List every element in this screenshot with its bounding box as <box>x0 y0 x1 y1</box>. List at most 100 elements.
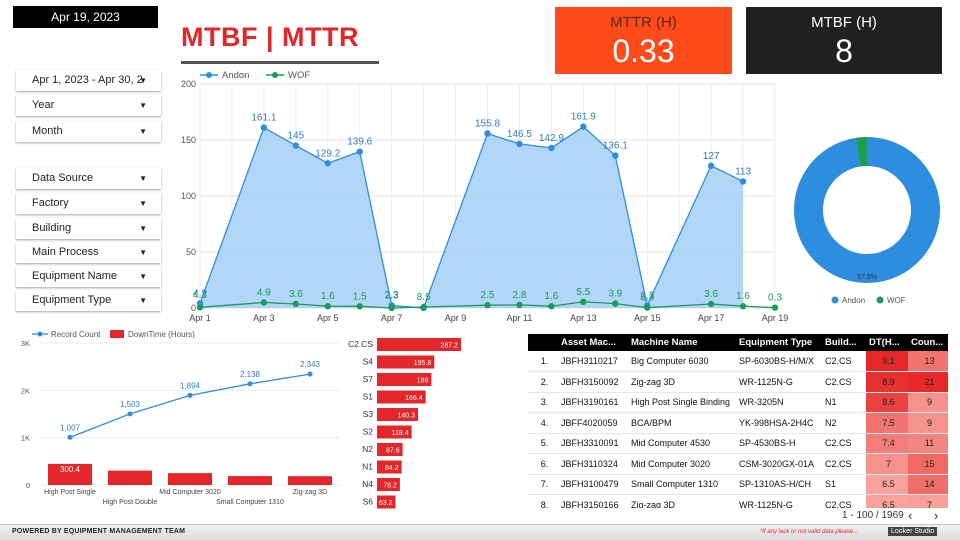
building-filter[interactable]: Building ▼ <box>16 218 161 239</box>
table-row[interactable]: 7. JBFH3100479 Small Computer 1310 SP-1310A… <box>528 474 948 495</box>
legend-downtime-label: DownTime (Hours) <box>128 330 195 339</box>
dropdown-caret-icon: ▼ <box>139 101 147 110</box>
table-row[interactable]: 8. JBFH3150166 Zig-zag 3D WR-1125N-G C2.CS 6.… <box>528 494 948 508</box>
table-cell: 5. <box>528 433 558 454</box>
dropdown-caret-icon: ▼ <box>139 127 147 136</box>
table-header-cell[interactable]: Build... <box>822 334 866 351</box>
y-tick-label: 1K <box>21 434 30 443</box>
wof-point <box>516 301 523 309</box>
building-bar <box>377 460 402 474</box>
table-row[interactable]: 4. JBFF4020059 BCA/BPM YK-998HSA-2H4C N2 7.5 9 <box>528 412 948 434</box>
dropdown-caret-icon: ▼ <box>139 248 147 257</box>
wof-point <box>292 300 300 308</box>
andon-point <box>548 144 555 152</box>
wof-point <box>324 303 331 310</box>
table-header-cell[interactable]: Coun... <box>908 334 948 351</box>
table-header-cell[interactable]: DT(H... <box>866 334 908 351</box>
andon-point <box>324 160 331 167</box>
wof-point <box>707 300 715 308</box>
x-tick-label: Apr 11 <box>507 313 533 323</box>
data-source-filter[interactable]: Data Source ▼ <box>16 168 161 189</box>
building-label: S3 <box>363 409 374 419</box>
andon-data-label: 145 <box>287 131 304 142</box>
table-cell: N2 <box>822 412 866 434</box>
factory-label: Factory <box>32 197 69 209</box>
building-bar <box>377 373 432 386</box>
x-category-label: Small Computer 1310 <box>216 499 284 506</box>
table-cell: 13 <box>908 351 948 372</box>
andon-point <box>484 130 491 137</box>
andon-data-label: 4.2 <box>193 288 207 299</box>
year-filter-label: Year <box>32 99 55 111</box>
main-process-label: Main Process <box>32 246 99 258</box>
table-cell: C2.CS <box>822 433 866 454</box>
table-cell: 9 <box>908 392 948 413</box>
andon-wof-trend-chart: 4.2 161.1 4.9 145 3.6 129.2 1.6 139.6 1.5 2.3 8.5 1… <box>181 70 788 323</box>
table-cell: C2.CS <box>822 371 866 393</box>
record-count-label: 2,138 <box>240 370 261 379</box>
mttr-kpi-card: MTTR (H) 0.33 <box>555 7 732 74</box>
table-cell: 15 <box>908 453 948 475</box>
prev-page-button[interactable]: ‹ <box>908 508 913 523</box>
wof-data-label: 3.6 <box>289 289 303 300</box>
wof-data-label: 1.6 <box>736 291 750 302</box>
wof-point <box>612 300 619 307</box>
record-count-point <box>67 434 73 440</box>
looker-studio-brand[interactable]: Looker Studio <box>888 527 938 536</box>
next-page-button[interactable]: › <box>934 508 939 523</box>
building-bar <box>377 390 426 404</box>
andon-point <box>612 152 619 159</box>
y-tick-label: 0 <box>26 481 30 490</box>
building-label: Building <box>32 222 72 234</box>
table-cell: S1 <box>822 474 866 495</box>
record-count-downtime-chart: 0 1K 2K 3K 300.4 182.7 138.7 86.7 84.5 1,007 1,503… <box>21 330 340 506</box>
table-header-cell[interactable] <box>528 334 558 351</box>
donut-slice-label: 97.5% <box>857 274 877 281</box>
table-row[interactable]: 3. JBFH3190161 High Post Single Binding WR-… <box>528 392 948 413</box>
table-cell: 8. <box>528 494 558 508</box>
x-tick-label: Apr 1 <box>189 313 211 323</box>
equipment-name-filter[interactable]: Equipment Name ▼ <box>16 266 161 287</box>
table-header-cell[interactable]: Machine Name <box>628 334 736 351</box>
andon-data-label: 127 <box>703 151 720 162</box>
date-range-filter[interactable]: Apr 1, 2023 - Apr 30, 2 ▼ <box>16 70 161 91</box>
building-bar <box>377 443 403 456</box>
andon-point <box>707 162 715 169</box>
wof-point <box>196 304 204 311</box>
equipment-type-filter[interactable]: Equipment Type ▼ <box>16 290 161 311</box>
table-row[interactable]: 6. JBFH3110324 Mid Computer 3020 CSM-3020GX… <box>528 453 948 475</box>
andon-area <box>200 126 744 308</box>
x-tick-label: Apr 13 <box>570 313 597 323</box>
legend-record-count-marker <box>37 331 43 337</box>
building-bar <box>377 355 435 369</box>
table-header-cell[interactable]: Asset Mac... <box>558 334 628 351</box>
wof-data-label: 2.8 <box>512 290 526 301</box>
building-label: N2 <box>362 444 373 454</box>
table-cell: High Post Single Binding <box>628 392 736 413</box>
table-cell: 11 <box>908 433 948 454</box>
x-category-label: High Post Single <box>44 489 96 496</box>
andon-data-label: 161.9 <box>571 112 596 123</box>
month-filter[interactable]: Month ▼ <box>16 121 161 142</box>
table-cell: 3. <box>528 392 558 413</box>
title-underline <box>181 61 379 64</box>
table-header-cell[interactable]: Equipment Type <box>736 334 822 351</box>
table-cell: C2.CS <box>822 494 866 508</box>
wof-data-label: 5.3 <box>640 293 654 304</box>
main-process-filter[interactable]: Main Process ▼ <box>16 242 161 263</box>
table-row[interactable]: 2. JBFH3150092 Zig-zag 3D WR-1125N-G C2.CS 8.… <box>528 371 948 393</box>
building-bar-label: 140.3 <box>398 413 416 420</box>
building-bar-label: 87.6 <box>386 448 400 455</box>
table-row[interactable]: 5. JBFH3310091 Mid Computer 4530 SP-4530BS-… <box>528 433 948 454</box>
table-cell: Zig-zag 3D <box>628 371 736 393</box>
table-cell: Big Computer 6030 <box>628 351 736 372</box>
andon-point <box>739 178 747 185</box>
table-row[interactable]: 1. JBFH3110217 Big Computer 6030 SP-6030BS-… <box>528 351 948 372</box>
year-filter[interactable]: Year ▼ <box>16 95 161 116</box>
wof-slice <box>855 137 867 167</box>
building-bar-label: 84.2 <box>385 465 399 472</box>
factory-filter[interactable]: Factory ▼ <box>16 193 161 214</box>
downtime-bar-label: 182.7 <box>120 472 141 481</box>
wof-data-label: 2.5 <box>481 290 495 301</box>
mtbf-kpi-card: MTBF (H) 8 <box>746 7 942 74</box>
